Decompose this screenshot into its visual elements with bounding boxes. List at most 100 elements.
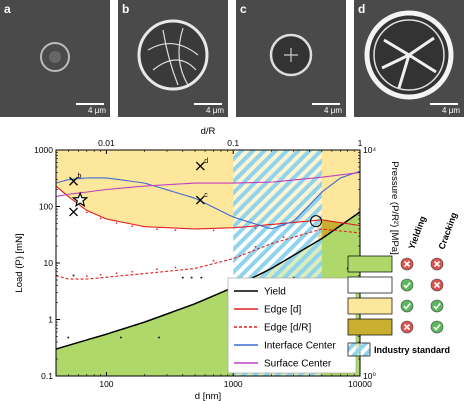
axes: 1001000100000.111010010000.010.1110⁰10²1… <box>14 126 400 401</box>
check-mark <box>403 281 411 289</box>
table-header: Cracking <box>436 211 459 251</box>
panel-letter: c <box>240 2 247 16</box>
x-marker <box>69 207 78 217</box>
scale-bar <box>194 103 222 105</box>
data-dot <box>72 274 75 277</box>
sem-panel-b: b 4 μm <box>118 0 228 117</box>
marker-label: c <box>204 192 208 199</box>
region-swatch <box>347 276 393 294</box>
edge-dot <box>174 229 177 231</box>
scale-bar <box>312 103 340 105</box>
check-icon <box>430 320 444 334</box>
marker-label: d <box>204 158 208 165</box>
star-marker <box>71 191 89 208</box>
legend-label: Edge [d] <box>264 305 301 316</box>
legend-label: Interface Center <box>264 341 336 352</box>
load-chart: b d c 100 1000 10000 0.1 1 10 100 1000 0.01 0.1 1 10⁰… <box>14 126 459 401</box>
edge-dot <box>212 229 215 232</box>
legend-label: Edge [d/R] <box>264 323 311 334</box>
hatch-swatch <box>347 342 371 357</box>
x2-tick-label: 0.01 <box>98 138 115 148</box>
region-swatch <box>347 318 393 336</box>
panel-letter: d <box>358 2 366 16</box>
scale-label: 4 μm <box>88 106 106 115</box>
data-dot <box>119 336 122 339</box>
y2-tick-label: 10⁴ <box>363 145 376 155</box>
edge-dot <box>85 211 88 214</box>
legend-label: Yield <box>264 287 286 298</box>
edge-dot <box>115 272 118 275</box>
legend-box <box>227 277 357 374</box>
x-marker <box>69 176 78 186</box>
edge-dot <box>99 217 102 220</box>
data-dot <box>158 336 161 339</box>
check-icon <box>400 278 414 292</box>
legend: Yield Edge [d] Edge [d/R] Interface Center S… <box>227 277 357 374</box>
y-tick-label: 1 <box>48 315 53 325</box>
x-tick-label: 10000 <box>348 379 372 389</box>
series-line <box>56 171 360 198</box>
cross-mark <box>433 260 441 268</box>
edge-dot <box>155 228 158 231</box>
edge-dot <box>254 226 257 229</box>
data-dot <box>190 276 193 279</box>
check-mark <box>433 302 441 310</box>
data-dot <box>181 276 184 279</box>
check-mark <box>433 323 441 331</box>
edge-dot <box>115 222 118 224</box>
sem-panel-c: c 4 μm <box>236 0 346 117</box>
scale-bar <box>430 103 458 105</box>
micrograph-panels: a 4 μm b 4 μm c 4 μm d 4 μm <box>0 0 474 121</box>
edge-dot <box>254 245 257 248</box>
y2-tick-label: 10⁰ <box>363 371 376 381</box>
y-tick-label: 10 <box>44 258 54 268</box>
y-tick-label: 100 <box>39 202 53 212</box>
sem-panel-d: d 4 μm <box>354 0 464 117</box>
edge-dot <box>282 236 285 238</box>
olive-region <box>316 211 360 241</box>
edge-dot <box>99 273 102 276</box>
cross-mark <box>403 260 411 268</box>
hatch-label: Industry standard <box>374 345 450 355</box>
y-tick-label: 1000 <box>34 145 53 155</box>
region-swatch <box>347 255 393 273</box>
cross-mark <box>433 281 441 289</box>
x2-axis-title: d/R <box>201 126 216 137</box>
x-axis-title: d [nm] <box>195 391 221 401</box>
scale-label: 4 μm <box>206 106 224 115</box>
crossing-circle <box>310 215 323 228</box>
panel-letter: a <box>4 2 11 16</box>
scale-label: 4 μm <box>442 106 460 115</box>
series-line <box>56 228 360 280</box>
sem-panel-a: a 4 μm <box>0 0 110 117</box>
behaviour-table: Yielding Cracking Industry standard <box>347 211 459 357</box>
edge-dot <box>155 268 158 271</box>
y2-axis-title: Pressure (P/R²) [MPa] <box>389 161 400 254</box>
x-tick-label: 100 <box>99 379 113 389</box>
edge-dot <box>212 259 215 262</box>
edge-dot <box>85 275 88 277</box>
data-dot <box>200 276 203 279</box>
x-marker <box>195 161 205 171</box>
edge-dot <box>131 225 134 228</box>
cross-mark <box>403 323 411 331</box>
legend-label: Surface Center <box>264 359 332 370</box>
x2-tick-label: 1 <box>358 138 363 148</box>
x-tick-label: 1000 <box>224 379 243 389</box>
panel-letter: b <box>122 2 130 16</box>
series-line <box>56 170 360 230</box>
y-tick-label: 0.1 <box>41 371 53 381</box>
edge-dot <box>174 266 177 269</box>
edge-dot <box>131 270 134 273</box>
y-axis-title: Load (P) [mN] <box>14 233 25 292</box>
scale-label: 4 μm <box>324 106 342 115</box>
data-dot <box>67 336 70 339</box>
series-line <box>56 185 360 230</box>
x2-tick-label: 0.1 <box>227 138 239 148</box>
check-mark <box>403 302 411 310</box>
scale-bar <box>76 103 104 105</box>
check-icon <box>400 299 414 313</box>
check-icon <box>430 299 444 313</box>
series-line <box>56 211 360 350</box>
table-header: Yielding <box>406 215 427 251</box>
